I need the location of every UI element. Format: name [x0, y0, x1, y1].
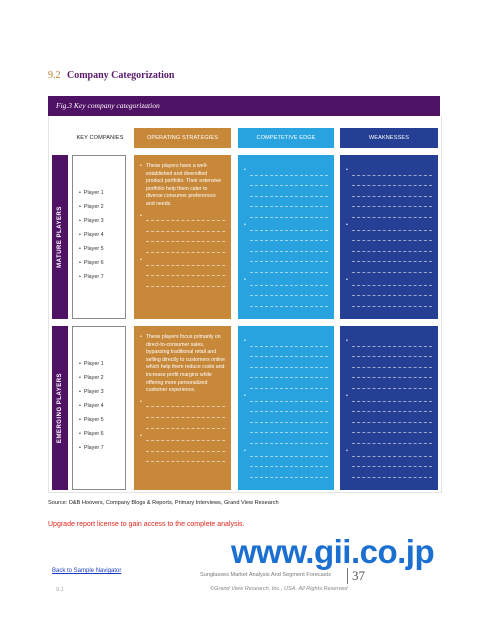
list-item: Player 7 [79, 270, 125, 284]
redacted-bullet [140, 213, 225, 253]
redacted-bullet [244, 222, 328, 273]
list-item: Player 2 [79, 200, 125, 214]
gii-logo-url: www.gii.co.jp [231, 533, 435, 570]
operating-strategies-mature: These players have a well-established an… [134, 155, 231, 319]
list-item: Player 2 [79, 371, 125, 385]
redacted-bullet [244, 167, 328, 218]
list-item: Player 1 [79, 357, 125, 371]
redacted-bullet [346, 277, 432, 307]
upgrade-notice[interactable]: Upgrade report license to gain access to… [48, 521, 245, 528]
redacted-bullet [140, 433, 225, 463]
strategy-text: These players focus primarily on direct-… [140, 334, 225, 395]
column-header-weaknesses: WEAKNESSES [340, 128, 438, 148]
list-item: Player 5 [79, 242, 125, 256]
column-header-key-companies: KEY COMPANIES [76, 135, 124, 141]
column-header-competitive-edge: COMPETETIVE EDGE [238, 128, 334, 148]
section-number: 9.2 [48, 70, 61, 81]
footer-report-title: Sunglasses Market Analysis And Segment F… [200, 572, 331, 578]
redacted-bullet [140, 257, 225, 287]
footer-section-label: 9.1 [56, 587, 64, 593]
list-item: Player 6 [79, 256, 125, 270]
row-label-mature-players: MATURE PLAYERS [52, 155, 68, 319]
redacted-bullet [346, 222, 432, 273]
redacted-bullet [346, 338, 432, 389]
redacted-bullet [244, 338, 328, 389]
redacted-bullet [346, 393, 432, 444]
figure-caption: Fig.3 Key company categorization [48, 96, 440, 116]
sample-watermark [270, 43, 330, 98]
list-item: Player 5 [79, 413, 125, 427]
key-companies-mature: Player 1 Player 2 Player 3 Player 4 Play… [72, 155, 126, 319]
key-companies-emerging: Player 1 Player 2 Player 3 Player 4 Play… [72, 326, 126, 490]
list-item: Player 4 [79, 228, 125, 242]
list-item: Player 4 [79, 399, 125, 413]
section-title: Company Categorization [67, 70, 175, 81]
redacted-bullet [244, 448, 328, 478]
redacted-bullet [346, 167, 432, 218]
list-item: Player 3 [79, 385, 125, 399]
list-item: Player 7 [79, 441, 125, 455]
list-item: Player 3 [79, 214, 125, 228]
list-item: Player 1 [79, 186, 125, 200]
section-heading: 9.2 Company Categorization [48, 70, 175, 81]
page-number: 37 [347, 568, 365, 584]
operating-strategies-emerging: These players focus primarily on direct-… [134, 326, 231, 490]
weaknesses-mature [340, 155, 438, 319]
back-to-navigator-link[interactable]: Back to Sample Navigator [52, 568, 122, 574]
weaknesses-emerging [340, 326, 438, 490]
list-item: Player 6 [79, 427, 125, 441]
strategy-text: These players have a well-established an… [140, 163, 225, 209]
source-note: Source: D&B Hoovers, Company Blogs & Rep… [48, 500, 279, 506]
competitive-edge-mature [238, 155, 334, 319]
copyright-notice: ©Grand View Research, Inc., USA. All Rig… [210, 586, 348, 592]
competitive-edge-emerging [238, 326, 334, 490]
row-label-emerging-players: EMERGING PLAYERS [52, 326, 68, 490]
column-header-operating-strategies: OPERATING STRATEGIES [134, 128, 231, 148]
redacted-bullet [244, 277, 328, 307]
redacted-bullet [140, 399, 225, 429]
redacted-bullet [346, 448, 432, 478]
redacted-bullet [244, 393, 328, 444]
